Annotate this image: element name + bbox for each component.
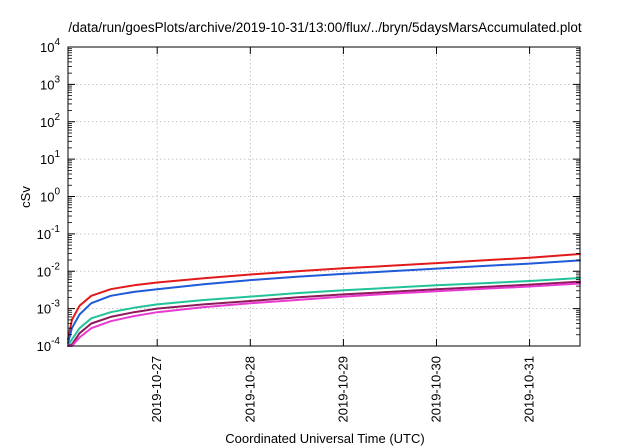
y-tick-label: 104: [40, 37, 60, 55]
x-tick-label: 2019-10-30: [428, 356, 443, 423]
x-tick-label: 2019-10-27: [149, 356, 164, 423]
x-axis: 2019-10-27 2019-10-28 2019-10-29 2019-10-30…: [149, 47, 537, 423]
x-tick-label: 2019-10-31: [522, 356, 537, 423]
y-tick-label: 10-4: [37, 336, 61, 354]
series-layer: [67, 253, 581, 347]
series-line-1: [67, 253, 581, 341]
chart-title: /data/run/goesPlots/archive/2019-10-31/1…: [68, 20, 582, 35]
series-line-4: [67, 280, 581, 347]
series-line-2: [67, 259, 581, 344]
y-tick-label: 101: [40, 149, 60, 167]
y-tick-label: 10-3: [37, 299, 61, 317]
y-tick-label: 103: [40, 74, 60, 92]
y-tick-label: 10-1: [37, 224, 61, 242]
x-tick-label: 2019-10-28: [242, 356, 257, 423]
y-axis: 10-4 10-3 10-2 10-1 100 101 102 103 104: [37, 37, 580, 354]
series-line-3: [67, 277, 581, 347]
series-line-5: [67, 282, 581, 347]
y-axis-label: cSv: [18, 186, 33, 208]
x-tick-label: 2019-10-29: [335, 356, 350, 423]
grid-lines: [68, 47, 580, 346]
y-tick-label: 100: [40, 187, 60, 205]
y-tick-label: 10-2: [37, 261, 61, 279]
x-axis-label: Coordinated Universal Time (UTC): [225, 431, 424, 446]
y-tick-label: 102: [40, 112, 60, 130]
